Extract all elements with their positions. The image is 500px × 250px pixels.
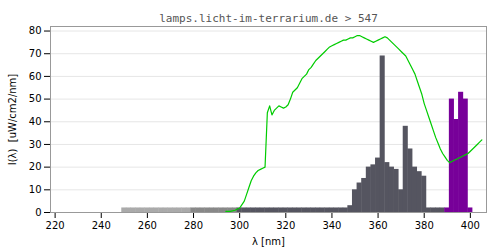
svg-text:40: 40 [29, 116, 42, 127]
svg-text:320: 320 [276, 220, 295, 231]
svg-text:380: 380 [415, 220, 434, 231]
svg-text:λ [nm]: λ [nm] [252, 236, 285, 247]
svg-text:400: 400 [461, 220, 480, 231]
svg-text:30: 30 [29, 139, 42, 150]
svg-text:20: 20 [29, 161, 42, 172]
svg-text:240: 240 [92, 220, 111, 231]
svg-text:lamps.licht-im-terrarium.de >: lamps.licht-im-terrarium.de > 547 [159, 12, 378, 25]
svg-text:360: 360 [369, 220, 388, 231]
svg-text:50: 50 [29, 93, 42, 104]
svg-text:300: 300 [230, 220, 249, 231]
svg-text:10: 10 [29, 184, 42, 195]
svg-text:70: 70 [29, 48, 42, 59]
svg-text:60: 60 [29, 71, 42, 82]
svg-text:260: 260 [138, 220, 157, 231]
svg-text:280: 280 [184, 220, 203, 231]
svg-text:80: 80 [29, 25, 42, 36]
svg-text:340: 340 [322, 220, 341, 231]
svg-text:I(λ) [uW/cm2/nm]: I(λ) [uW/cm2/nm] [7, 74, 18, 166]
svg-text:0: 0 [35, 207, 41, 218]
svg-text:220: 220 [46, 220, 65, 231]
